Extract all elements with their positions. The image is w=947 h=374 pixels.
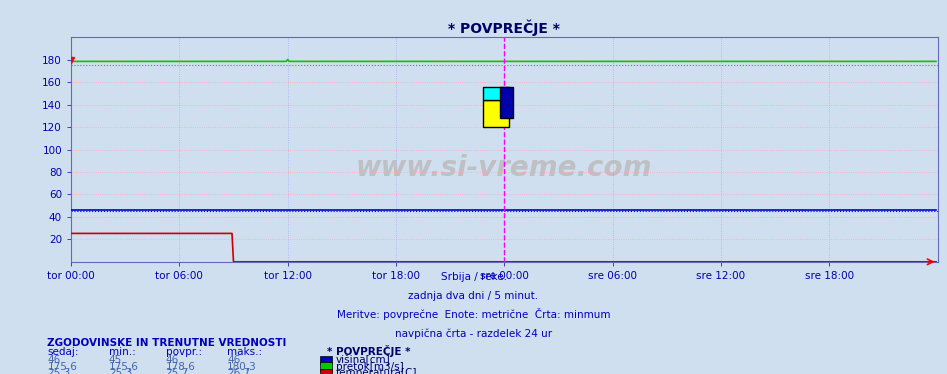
FancyBboxPatch shape [483,87,509,100]
Text: Srbija / reke.: Srbija / reke. [440,273,507,282]
Text: 25,7: 25,7 [166,368,189,374]
Text: ZGODOVINSKE IN TRENUTNE VREDNOSTI: ZGODOVINSKE IN TRENUTNE VREDNOSTI [47,338,287,348]
Text: 175,6: 175,6 [109,362,139,371]
Text: 180,3: 180,3 [227,362,257,371]
Text: 46: 46 [47,355,61,365]
Title: * POVPREČJE *: * POVPREČJE * [448,20,561,36]
Text: 175,6: 175,6 [47,362,78,371]
Text: maks.:: maks.: [227,347,262,357]
Text: 25,3: 25,3 [47,368,71,374]
Text: višina[cm]: višina[cm] [336,355,391,365]
Text: navpična črta - razdelek 24 ur: navpična črta - razdelek 24 ur [395,328,552,338]
Text: temperatura[C]: temperatura[C] [336,368,418,374]
Text: 46: 46 [166,355,179,365]
Text: povpr.:: povpr.: [166,347,202,357]
Text: * POVPREČJE *: * POVPREČJE * [327,345,410,357]
Text: 45: 45 [109,355,122,365]
Text: 26,7: 26,7 [227,368,251,374]
Text: www.si-vreme.com: www.si-vreme.com [356,154,652,181]
Text: 178,6: 178,6 [166,362,196,371]
Text: pretok[m3/s]: pretok[m3/s] [336,362,404,371]
FancyBboxPatch shape [483,100,509,127]
FancyBboxPatch shape [500,87,513,118]
Text: zadnja dva dni / 5 minut.: zadnja dva dni / 5 minut. [408,291,539,301]
Text: sedaj:: sedaj: [47,347,79,357]
Text: Meritve: povprečne  Enote: metrične  Črta: minmum: Meritve: povprečne Enote: metrične Črta:… [337,308,610,320]
Text: 25,3: 25,3 [109,368,133,374]
Text: min.:: min.: [109,347,135,357]
Text: 46: 46 [227,355,241,365]
